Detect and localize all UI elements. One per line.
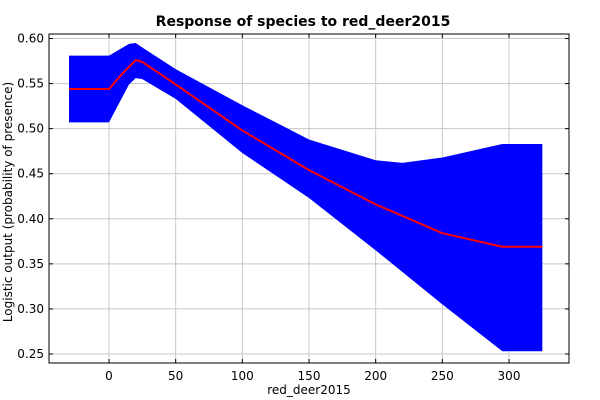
y-tick-label: 0.25 [17, 347, 44, 361]
x-tick-label: 0 [105, 369, 113, 383]
y-tick-label: 0.55 [17, 77, 44, 91]
x-tick-label: 300 [498, 369, 521, 383]
x-tick-label: 250 [431, 369, 454, 383]
confidence-band [69, 43, 543, 352]
chart-title: Response of species to red_deer2015 [156, 14, 451, 30]
y-tick-label: 0.60 [17, 32, 44, 46]
x-tick-label: 100 [231, 369, 254, 383]
mean-response-line [69, 59, 543, 248]
x-tick-label: 50 [168, 369, 183, 383]
y-tick-label: 0.40 [17, 212, 44, 226]
y-axis-label: Logistic output (probability of presence… [1, 82, 15, 322]
x-tick-label: 200 [364, 369, 387, 383]
y-tick-label: 0.30 [17, 302, 44, 316]
y-tick-label: 0.45 [17, 167, 44, 181]
x-tick-label: 150 [298, 369, 321, 383]
y-tick-label: 0.50 [17, 122, 44, 136]
y-tick-label: 0.35 [17, 257, 44, 271]
x-axis-label: red_deer2015 [267, 383, 351, 397]
axis-ticks: 0 50 100 150 200 250 300 0.25 0.30 0.35 0.40 0.45 0.… [17, 32, 569, 383]
